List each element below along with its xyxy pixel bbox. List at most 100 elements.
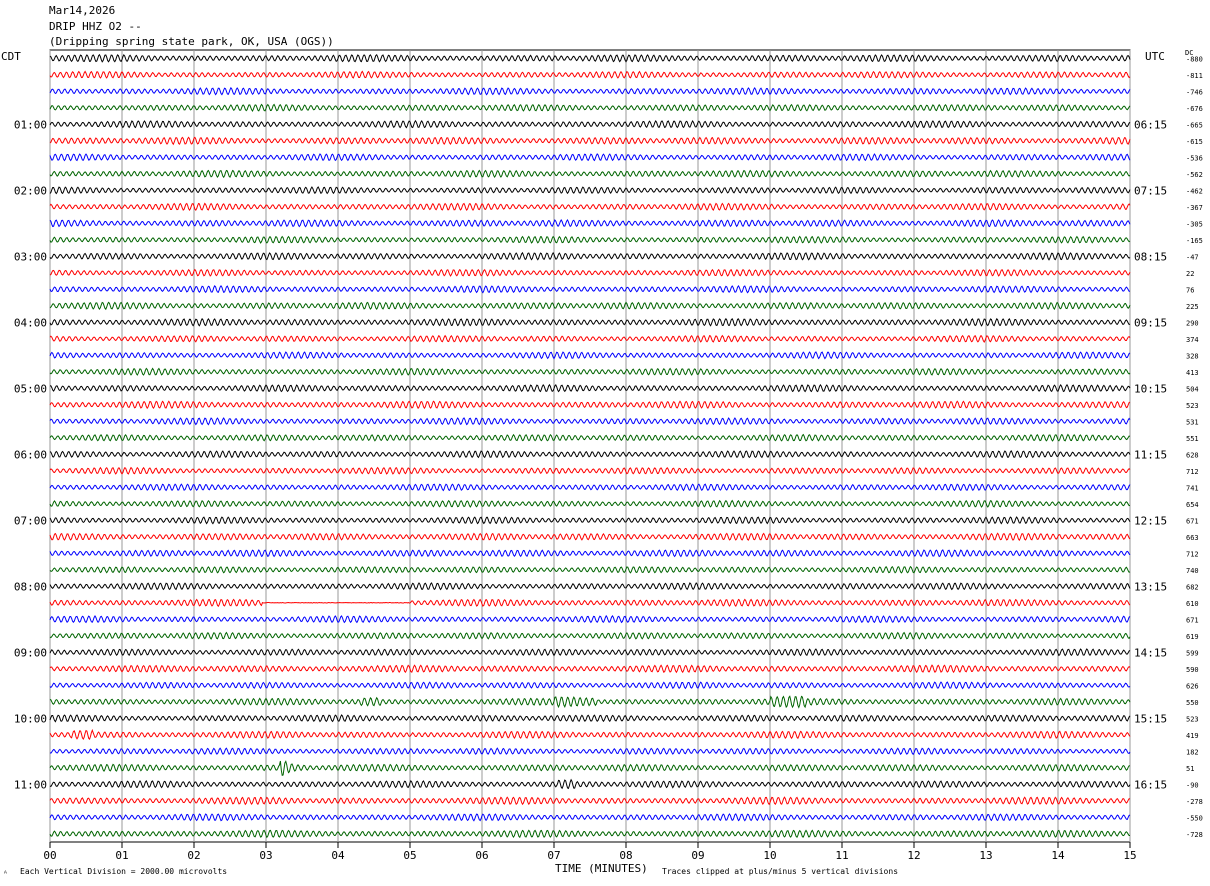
trace-line [49,86,1131,96]
left-time-label: 03:00 [14,250,47,263]
trace-line [49,153,1131,162]
dc-offset-value: 504 [1186,385,1199,393]
dc-offset-value: -367 [1186,204,1203,212]
left-time-label: 02:00 [14,184,47,197]
dc-offset-value: 328 [1186,352,1199,360]
dc-offset-value: -676 [1186,105,1203,113]
x-tick-label: 11 [835,849,848,862]
dc-offset-value: -462 [1186,187,1203,195]
plot-frame [49,49,1131,843]
dc-offset-value: 682 [1186,583,1199,591]
dc-offset-value: 590 [1186,666,1199,674]
trace-line [49,829,1130,839]
trace-line [49,760,1131,776]
dc-offset-value: 712 [1186,550,1199,558]
x-tick-label: 02 [187,849,200,862]
trace-line [49,516,1131,525]
trace-line [49,351,1131,360]
trace-line [49,582,1131,591]
dc-offset-value: 712 [1186,468,1199,476]
dc-offset-value: -615 [1186,138,1203,146]
trace-line [49,466,1131,475]
trace-line [49,219,1131,228]
trace-line [49,695,1131,709]
left-time-label: 06:00 [14,448,47,461]
trace-line [49,598,1131,608]
dc-offset-value: 419 [1186,732,1199,740]
trace-line [49,614,1131,624]
trace-line [49,367,1131,376]
right-timezone-label: UTC [1145,50,1165,63]
trace-line [49,747,1131,756]
dc-offset-value: 741 [1186,484,1199,492]
x-tick-label: 03 [259,849,272,862]
helicorder-date: Mar14,2026 [49,4,116,17]
dc-offset-value: -536 [1186,154,1203,162]
x-tick-label: 06 [475,849,488,862]
dc-offset-value: -165 [1186,237,1203,245]
dc-offset-value: 225 [1186,303,1199,311]
dc-offset-value: -665 [1186,121,1203,129]
dc-offset-value: 550 [1186,699,1199,707]
x-axis-title: TIME (MINUTES) [555,862,648,875]
x-tick-label: 01 [115,849,128,862]
trace-line [49,813,1131,822]
dc-offset-value: -550 [1186,814,1203,822]
trace-line [49,400,1131,410]
trace-line [49,631,1131,640]
trace-line [49,268,1131,277]
x-tick-label: 12 [907,849,920,862]
dc-offset-value: 663 [1186,534,1199,542]
right-time-label: 06:15 [1134,118,1167,131]
trace-line [49,648,1131,657]
dc-offset-value: 22 [1186,270,1194,278]
corner-mark: ᴬ [3,869,8,878]
trace-line [49,532,1131,542]
left-time-label: 05:00 [14,382,47,395]
dc-offset-value: 413 [1186,369,1199,377]
dc-offset-value: -90 [1186,781,1199,789]
helicorder-location: (Dripping spring state park, OK, USA (OG… [49,35,334,48]
x-tick-label: 14 [1051,849,1065,862]
dc-offset-value: 619 [1186,633,1199,641]
dc-offset-value: 671 [1186,616,1199,624]
dc-offset-value: -305 [1186,220,1203,228]
trace-line [49,70,1131,79]
dc-offset-value: -746 [1186,88,1203,96]
helicorder-station: DRIP HHZ O2 -- [49,20,142,33]
trace-line [49,186,1131,195]
dc-offset-value: 523 [1186,715,1199,723]
right-time-label: 08:15 [1134,250,1167,263]
trace-line [49,499,1131,508]
dc-offset-value: 290 [1186,319,1199,327]
dc-offset-value: -880 [1186,55,1203,63]
trace-line [49,433,1130,442]
trace-line [49,483,1131,492]
x-tick-label: 04 [331,849,345,862]
dc-offset-value: 76 [1186,286,1194,294]
trace-line [49,169,1131,179]
trace-line [49,103,1131,112]
x-tick-label: 08 [619,849,632,862]
dc-offset-value: 628 [1186,451,1199,459]
x-tick-label: 15 [1123,849,1136,862]
dc-offset-value: -728 [1186,831,1203,839]
dc-offset-value: 551 [1186,435,1199,443]
x-tick-label: 09 [691,849,704,862]
trace-line [49,235,1131,244]
x-tick-label: 00 [43,849,56,862]
dc-offset-value: 626 [1186,682,1199,690]
right-time-label: 16:15 [1134,778,1167,791]
trace-line [49,334,1131,343]
x-tick-label: 07 [547,849,560,862]
dc-offset-value: -278 [1186,798,1203,806]
dc-offset-value: 531 [1186,418,1199,426]
trace-line [49,549,1131,558]
trace-line [49,202,1131,212]
trace-line [49,301,1131,311]
left-time-label: 04:00 [14,316,47,329]
left-timezone-label: CDT [1,50,21,63]
dc-offset-value: 51 [1186,765,1194,773]
clip-note: Traces clipped at plus/minus 5 vertical … [662,867,899,876]
left-time-label: 07:00 [14,514,47,527]
